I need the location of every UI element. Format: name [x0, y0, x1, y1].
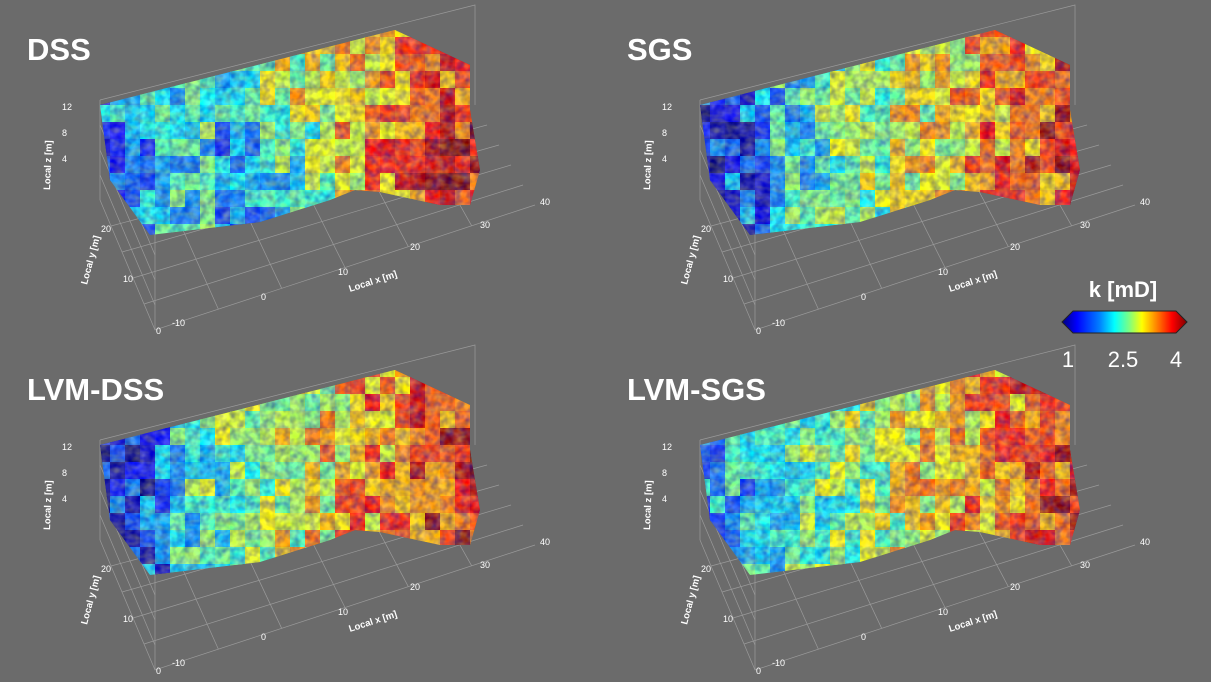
y-axis-label: Local y [m] [679, 574, 703, 625]
colorbar-title: k [mD] [1089, 277, 1157, 302]
z-tick-label: 12 [662, 102, 672, 112]
z-tick-label: 12 [62, 442, 72, 452]
y-tick-label: 0 [156, 326, 161, 336]
x-tick-label: -10 [772, 658, 785, 668]
z-tick-label: 4 [662, 494, 667, 504]
y-tick-label: 20 [701, 224, 711, 234]
y-tick-label: 0 [756, 666, 761, 676]
z-tick-label: 8 [662, 128, 667, 138]
z-tick-label: 8 [62, 128, 67, 138]
x-tick-label: 40 [540, 537, 550, 547]
colorbar: k [mD] 1 2.5 4 [1061, 277, 1188, 372]
z-tick-label: 8 [662, 468, 667, 478]
z-tick-label: 8 [62, 468, 67, 478]
x-tick-label: 0 [261, 292, 266, 302]
y-axis-label: Local y [m] [79, 574, 103, 625]
permeability-volume [100, 30, 480, 235]
y-tick-label: 10 [723, 274, 733, 284]
x-tick-label: 40 [1140, 537, 1150, 547]
z-tick-label: 12 [62, 102, 72, 112]
x-tick-label: -10 [772, 318, 785, 328]
permeability-volume [700, 30, 1080, 235]
permeability-volume [100, 370, 480, 575]
y-tick-label: 10 [723, 614, 733, 624]
colorbar-tick-mid: 2.5 [1108, 347, 1139, 372]
x-tick-label: 20 [410, 582, 420, 592]
x-tick-label: 30 [1080, 560, 1090, 570]
x-axis-label: Local x [m] [348, 269, 399, 295]
x-tick-label: -10 [172, 318, 185, 328]
x-tick-label: 10 [938, 607, 948, 617]
x-tick-label: 0 [861, 632, 866, 642]
y-tick-label: 10 [123, 274, 133, 284]
colorbar-tick-min: 1 [1062, 347, 1074, 372]
x-tick-label: 0 [261, 632, 266, 642]
y-tick-label: 0 [156, 666, 161, 676]
panel-title: DSS [27, 32, 91, 67]
z-axis-label: Local z [m] [42, 480, 55, 530]
y-axis-label: Local y [m] [79, 234, 103, 285]
permeability-volume [700, 370, 1080, 575]
x-tick-label: 10 [338, 267, 348, 277]
x-axis-label: Local x [m] [948, 269, 999, 295]
z-axis-label: Local z [m] [642, 140, 655, 190]
x-tick-label: 20 [1010, 242, 1020, 252]
panel-title: SGS [627, 32, 692, 67]
x-tick-label: 0 [861, 292, 866, 302]
x-tick-label: -10 [172, 658, 185, 668]
y-tick-label: 20 [701, 564, 711, 574]
x-tick-label: 10 [338, 607, 348, 617]
y-axis-label: Local y [m] [679, 234, 703, 285]
x-tick-label: 10 [938, 267, 948, 277]
colorbar-gradient [1061, 310, 1188, 334]
x-tick-label: 20 [410, 242, 420, 252]
z-tick-label: 4 [662, 154, 667, 164]
z-axis-label: Local z [m] [42, 140, 55, 190]
x-tick-label: 40 [1140, 197, 1150, 207]
x-tick-label: 20 [1010, 582, 1020, 592]
panel-title: LVM-SGS [627, 372, 766, 407]
x-tick-label: 30 [1080, 220, 1090, 230]
x-tick-label: 40 [540, 197, 550, 207]
colorbar-tick-max: 4 [1170, 347, 1182, 372]
z-axis-label: Local z [m] [642, 480, 655, 530]
y-tick-label: 20 [101, 224, 111, 234]
panel-title: LVM-DSS [27, 372, 164, 407]
y-tick-label: 10 [123, 614, 133, 624]
x-tick-label: 30 [480, 560, 490, 570]
x-tick-label: 30 [480, 220, 490, 230]
z-tick-label: 12 [662, 442, 672, 452]
x-axis-label: Local x [m] [948, 609, 999, 635]
z-tick-label: 4 [62, 494, 67, 504]
z-tick-label: 4 [62, 154, 67, 164]
y-tick-label: 20 [101, 564, 111, 574]
y-tick-label: 0 [756, 326, 761, 336]
x-axis-label: Local x [m] [348, 609, 399, 635]
